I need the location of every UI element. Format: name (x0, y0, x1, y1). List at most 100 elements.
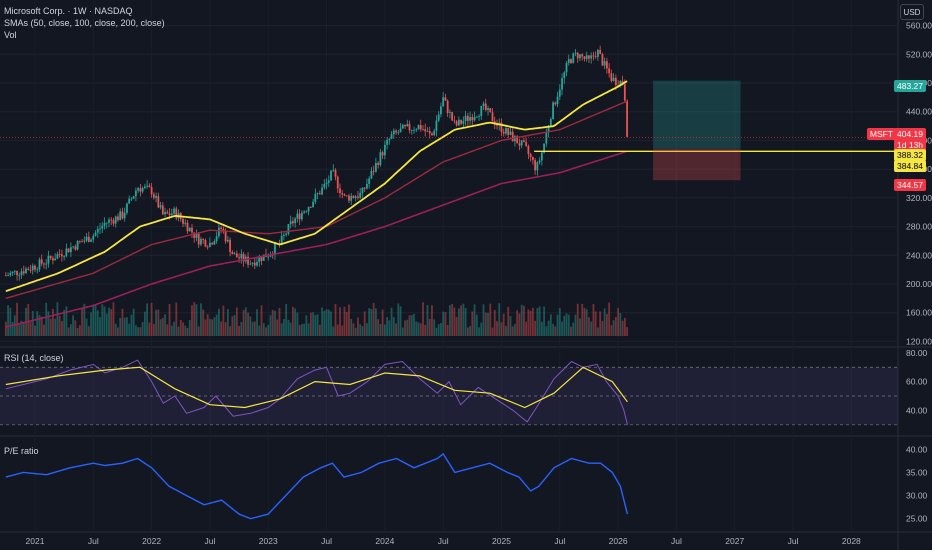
volume-bar (20, 320, 23, 336)
symbol-legend[interactable]: Microsoft Corp. · 1W · NASDAQ (4, 6, 133, 16)
volume-bar (130, 314, 133, 336)
candle-body (108, 219, 110, 223)
candle-body (348, 195, 350, 201)
candle-body (316, 193, 319, 195)
candle-body (377, 163, 380, 165)
candle-body (563, 72, 566, 79)
volume-bar (274, 310, 276, 336)
candle-body (505, 128, 507, 134)
volume-bar (45, 302, 48, 336)
volume-bar (480, 322, 483, 336)
sma-200-line (5, 150, 628, 328)
volume-bar (103, 306, 106, 336)
candle-body (511, 131, 514, 142)
volume-bar (608, 302, 611, 336)
candle-body (471, 117, 474, 121)
volume-bar (433, 319, 436, 336)
currency-button[interactable]: USD (900, 4, 924, 20)
candle-body (583, 56, 586, 59)
volume-bar (388, 320, 391, 336)
volume-bar (489, 303, 492, 336)
candle-body (482, 103, 485, 106)
volume-bar (63, 309, 66, 336)
volume-bar (354, 327, 357, 336)
candle-body (7, 275, 9, 277)
volume-bar (303, 323, 306, 336)
sma-legend[interactable]: SMAs (50, close, 100, close, 200, close) (4, 18, 165, 28)
candle-body (161, 205, 164, 215)
y-tick-label: 280.00 (906, 222, 932, 232)
volume-bar (588, 317, 590, 336)
vol-legend[interactable]: Vol (4, 30, 17, 40)
rsi-title: RSI (14, close) (4, 353, 64, 363)
candle-body (534, 160, 537, 171)
volume-bar (27, 303, 30, 336)
candle-body (67, 248, 70, 253)
candle-body (325, 182, 328, 185)
volume-bar (505, 325, 507, 336)
candle-body (491, 112, 494, 122)
candle-body (249, 263, 252, 265)
volume-bar (240, 322, 243, 336)
x-tick-label: 2026 (609, 536, 628, 546)
y-tick-label: 200.00 (906, 279, 932, 289)
rsi-band (0, 367, 898, 425)
volume-bar (298, 325, 301, 336)
candle-body (182, 219, 184, 224)
volume-bar (110, 309, 113, 336)
volume-bar (601, 320, 604, 336)
candle-body (489, 108, 492, 113)
volume-bar (523, 305, 525, 336)
volume-bar (381, 309, 384, 336)
volume-bar (83, 303, 86, 336)
volume-bar (72, 315, 75, 336)
pe-legend[interactable]: P/E ratio (4, 446, 39, 456)
pe-tick-label: 40.00 (906, 444, 928, 454)
candle-body (229, 239, 232, 252)
volume-bar (123, 317, 126, 336)
candle-body (527, 145, 530, 155)
candle-body (9, 273, 12, 276)
volume-bar (300, 324, 303, 336)
candle-body (164, 211, 166, 215)
volume-bar (426, 305, 429, 336)
candle-body (368, 178, 371, 184)
volume-bar (229, 326, 232, 336)
price-tag-target: 483.27 (894, 80, 926, 92)
rsi-legend[interactable]: RSI (14, close) (4, 353, 64, 363)
x-tick-label: 2028 (842, 536, 861, 546)
candle-body (520, 140, 523, 146)
volume-bar (556, 314, 559, 336)
candle-body (40, 259, 43, 264)
volume-bar (323, 310, 326, 336)
candle-body (83, 240, 86, 242)
candle-body (334, 169, 337, 177)
volume-bar (572, 322, 575, 336)
candle-body (352, 195, 355, 199)
volume-bar (540, 321, 543, 336)
volume-bar (195, 304, 198, 336)
candle-body (457, 119, 460, 126)
candle-body (184, 222, 187, 224)
volume-bar (574, 314, 577, 336)
candle-body (274, 243, 276, 255)
candle-body (397, 132, 400, 134)
volume-bar (451, 304, 454, 336)
long-position-target-zone (653, 80, 741, 149)
volume-bar (399, 306, 402, 336)
volume-bar (336, 324, 339, 336)
candle-body (576, 52, 579, 59)
volume-bar (558, 308, 561, 336)
volume-bar (92, 304, 95, 336)
candle-body (173, 208, 175, 214)
candle-body (58, 254, 61, 255)
candle-body (419, 125, 422, 130)
volume-bar (43, 324, 45, 336)
candle-body (305, 211, 308, 213)
pe-tick-label: 35.00 (906, 467, 928, 477)
candle-body (574, 52, 577, 54)
candle-body (191, 227, 193, 233)
candle-body (552, 102, 554, 120)
volume-bar (141, 321, 144, 336)
